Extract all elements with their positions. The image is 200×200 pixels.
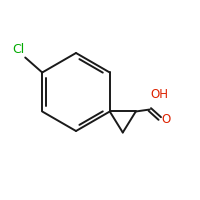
Text: Cl: Cl <box>12 43 24 56</box>
Text: OH: OH <box>151 88 169 101</box>
Text: O: O <box>161 113 171 126</box>
